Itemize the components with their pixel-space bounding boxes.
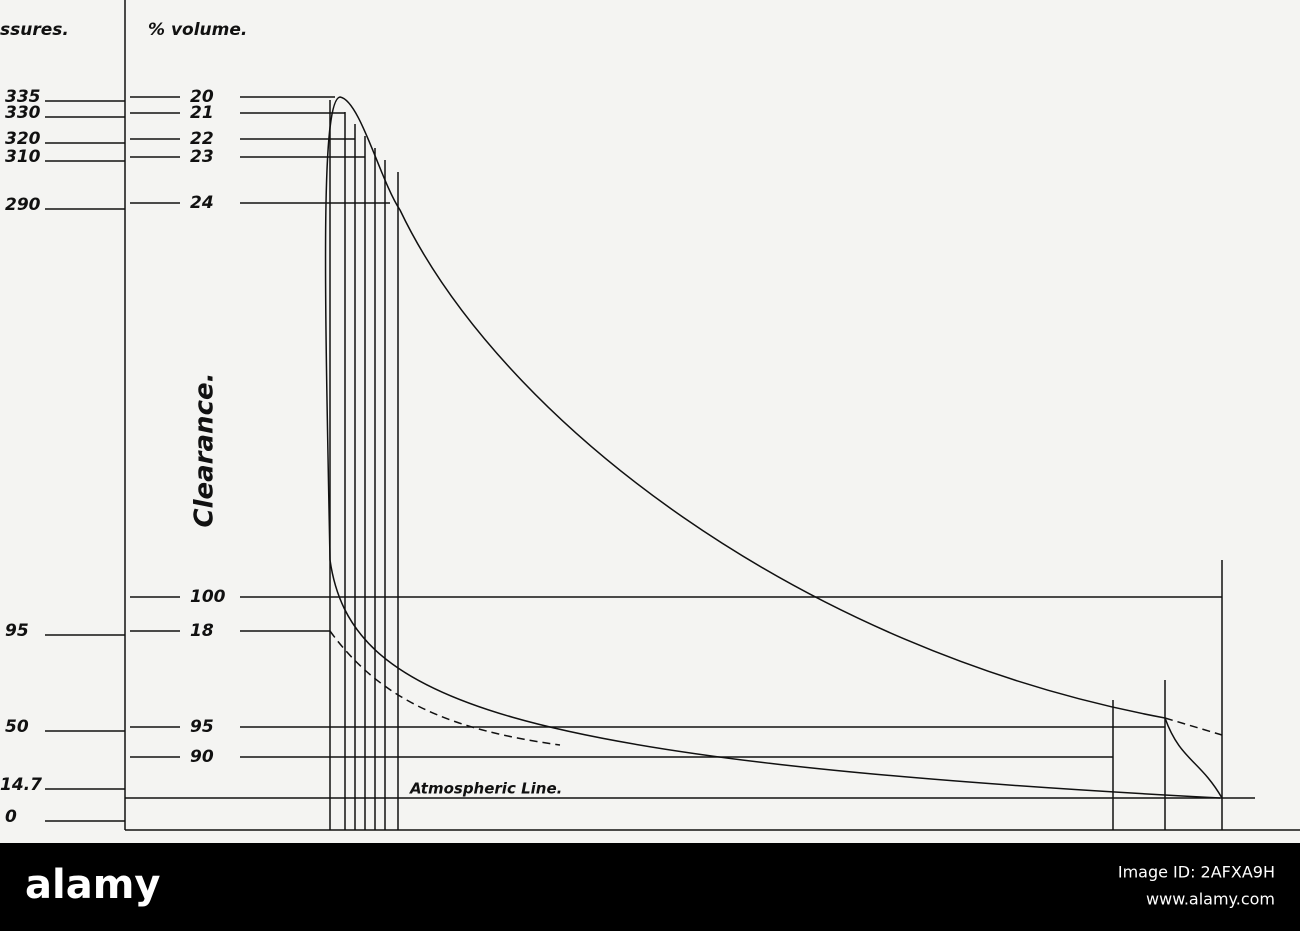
pressure-label: 335 xyxy=(5,87,41,107)
leaders xyxy=(45,96,1222,822)
url: www.alamy.com xyxy=(1146,890,1275,909)
drawing xyxy=(45,0,1300,831)
pressure-heading: ssures. xyxy=(0,20,69,40)
paper xyxy=(0,0,1300,843)
atmospheric-label: Atmospheric Line. xyxy=(409,780,562,798)
dashed-curve xyxy=(329,630,561,746)
volume-label: 100 xyxy=(190,587,226,607)
pressure-label: 95 xyxy=(5,621,29,641)
volume-label: 95 xyxy=(190,717,214,737)
volume-label: 18 xyxy=(190,621,214,641)
pressure-label: 310 xyxy=(5,147,41,167)
pressure-label: 0 xyxy=(5,807,17,827)
release-curve xyxy=(1164,717,1223,799)
dashed-curve xyxy=(1164,717,1223,736)
volume-label: 90 xyxy=(190,747,214,767)
pressure-label: 330 xyxy=(5,103,41,123)
ordinates xyxy=(329,100,1223,830)
footer-bar xyxy=(0,843,1300,931)
pressure-label: 14.7 xyxy=(0,775,42,795)
pressure-label: 50 xyxy=(5,717,29,737)
clearance-label: Clearance. xyxy=(190,373,220,528)
pressure-label: 320 xyxy=(5,129,41,149)
volume-label: 24 xyxy=(190,193,214,213)
compression-curve xyxy=(329,559,1221,799)
volume-heading: % volume. xyxy=(148,20,247,40)
volume-label: 22 xyxy=(190,129,214,149)
volume-label: 23 xyxy=(190,147,214,167)
pressure-label: 290 xyxy=(5,195,41,215)
brand: alamy xyxy=(25,862,160,908)
volume-label: 20 xyxy=(190,87,214,107)
image-id: Image ID: 2AFXA9H xyxy=(1118,863,1275,882)
volume-label: 21 xyxy=(190,103,214,123)
expansion-curve xyxy=(324,96,1166,719)
